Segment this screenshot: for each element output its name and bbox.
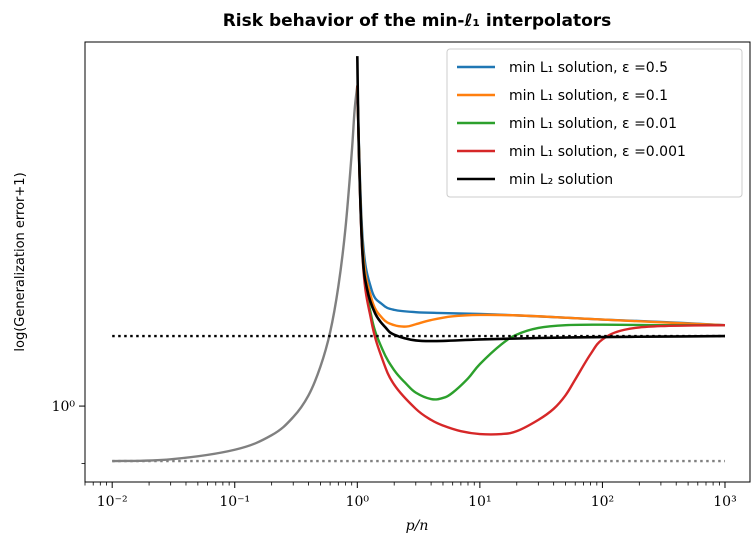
x-tick-label: 10² [591,494,614,510]
series-line-4 [356,56,725,343]
x-tick-label: 10⁻² [97,494,128,510]
reference-lines [112,334,725,463]
x-tick-label: 10¹ [468,494,491,510]
x-tick-label: 10⁰ [346,494,370,510]
legend-box [446,48,743,198]
legend: min L₁ solution, ε =0.5 min L₁ solution, … [446,48,743,198]
series-line-1 [356,85,726,328]
y-axis: 10⁰ [52,399,85,464]
x-tick-label: 10³ [713,494,736,510]
x-tick-label: 10⁻¹ [219,494,250,510]
legend-entry: min L₁ solution, ε =0.1 [509,88,668,104]
x-axis-label: p/n [406,518,429,534]
legend-entry: min L₁ solution, ε =0.5 [509,60,668,76]
y-axis-label: log(Generalization error+1) [13,172,28,351]
plot-frame [84,41,751,483]
series-line-5 [112,85,359,463]
legend-entry: min L₁ solution, ε =0.001 [509,144,686,160]
y-tick-label: 10⁰ [52,399,76,415]
legend-entry: min L₂ solution [509,172,613,188]
chart-title: Risk behavior of the min-ℓ₁ interpolator… [223,11,612,31]
series-line-3 [356,85,725,436]
legend-entry: min L₁ solution, ε =0.01 [509,116,677,132]
x-axis: 10⁻² 10⁻¹ 10⁰ 10¹ 10² 10³ [84,482,737,510]
